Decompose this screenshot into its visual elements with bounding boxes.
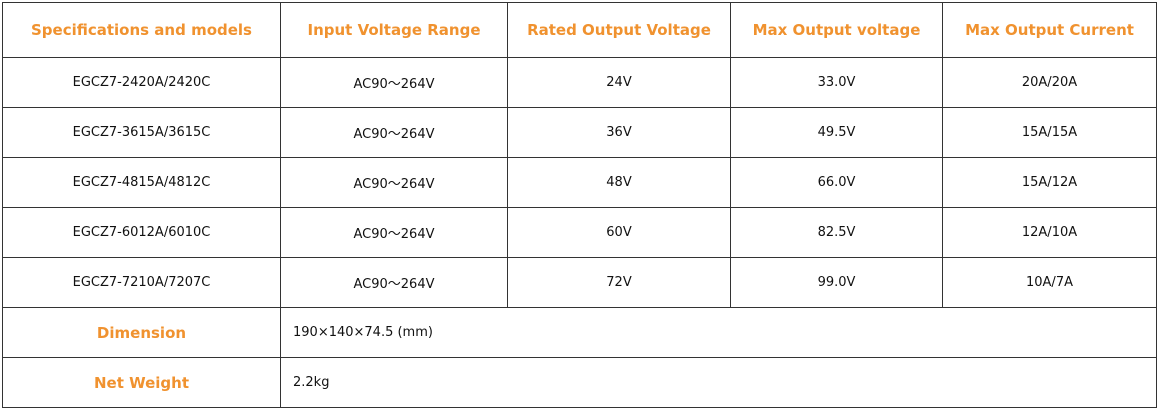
header-row: Specifications and models Input Voltage R… (2, 2, 1157, 58)
data-cell: 66.0V (730, 157, 943, 208)
data-cell: EGCZ7-6012A/6010C (2, 207, 281, 258)
footer-label: Dimension (2, 307, 281, 358)
data-cell: 99.0V (730, 257, 943, 308)
data-cell: AC90～264V (280, 157, 508, 208)
data-cell: 36V (507, 107, 731, 158)
data-cell: 15A/15A (942, 107, 1157, 158)
footer-value: 2.2kg (280, 357, 1157, 408)
data-row: EGCZ7-6012A/6010C AC90～264V 60V 82.5V 12A/10… (2, 207, 1157, 258)
data-cell: AC90～264V (280, 107, 508, 158)
header-cell: Max Output voltage (730, 2, 943, 58)
data-cell: 24V (507, 57, 731, 108)
footer-label: Net Weight (2, 357, 281, 408)
footer-row: Net Weight 2.2kg (2, 357, 1157, 408)
data-row: EGCZ7-7210A/7207C AC90～264V 72V 99.0V 10A/7A (2, 257, 1157, 308)
data-cell: 10A/7A (942, 257, 1157, 308)
data-row: EGCZ7-4815A/4812C AC90～264V 48V 66.0V 15A/12… (2, 157, 1157, 208)
header-cell: Max Output Current (942, 2, 1157, 58)
header-cell: Rated Output Voltage (507, 2, 731, 58)
data-cell: EGCZ7-2420A/2420C (2, 57, 281, 108)
data-cell: 49.5V (730, 107, 943, 158)
footer-value: 190×140×74.5 (mm) (280, 307, 1157, 358)
data-cell: 60V (507, 207, 731, 258)
data-row: EGCZ7-2420A/2420C AC90～264V 24V 33.0V 20A/20… (2, 57, 1157, 108)
data-cell: 72V (507, 257, 731, 308)
data-cell: EGCZ7-4815A/4812C (2, 157, 281, 208)
data-cell: AC90～264V (280, 257, 508, 308)
data-cell: EGCZ7-3615A/3615C (2, 107, 281, 158)
data-cell: 82.5V (730, 207, 943, 258)
header-cell: Specifications and models (2, 2, 281, 58)
data-row: EGCZ7-3615A/3615C AC90～264V 36V 49.5V 15A/15… (2, 107, 1157, 158)
footer-row: Dimension 190×140×74.5 (mm) (2, 307, 1157, 358)
data-cell: 48V (507, 157, 731, 208)
data-cell: 12A/10A (942, 207, 1157, 258)
data-cell: 20A/20A (942, 57, 1157, 108)
data-cell: EGCZ7-7210A/7207C (2, 257, 281, 308)
data-cell: AC90～264V (280, 207, 508, 258)
data-cell: 33.0V (730, 57, 943, 108)
data-cell: 15A/12A (942, 157, 1157, 208)
data-cell: AC90～264V (280, 57, 508, 108)
header-cell: Input Voltage Range (280, 2, 508, 58)
